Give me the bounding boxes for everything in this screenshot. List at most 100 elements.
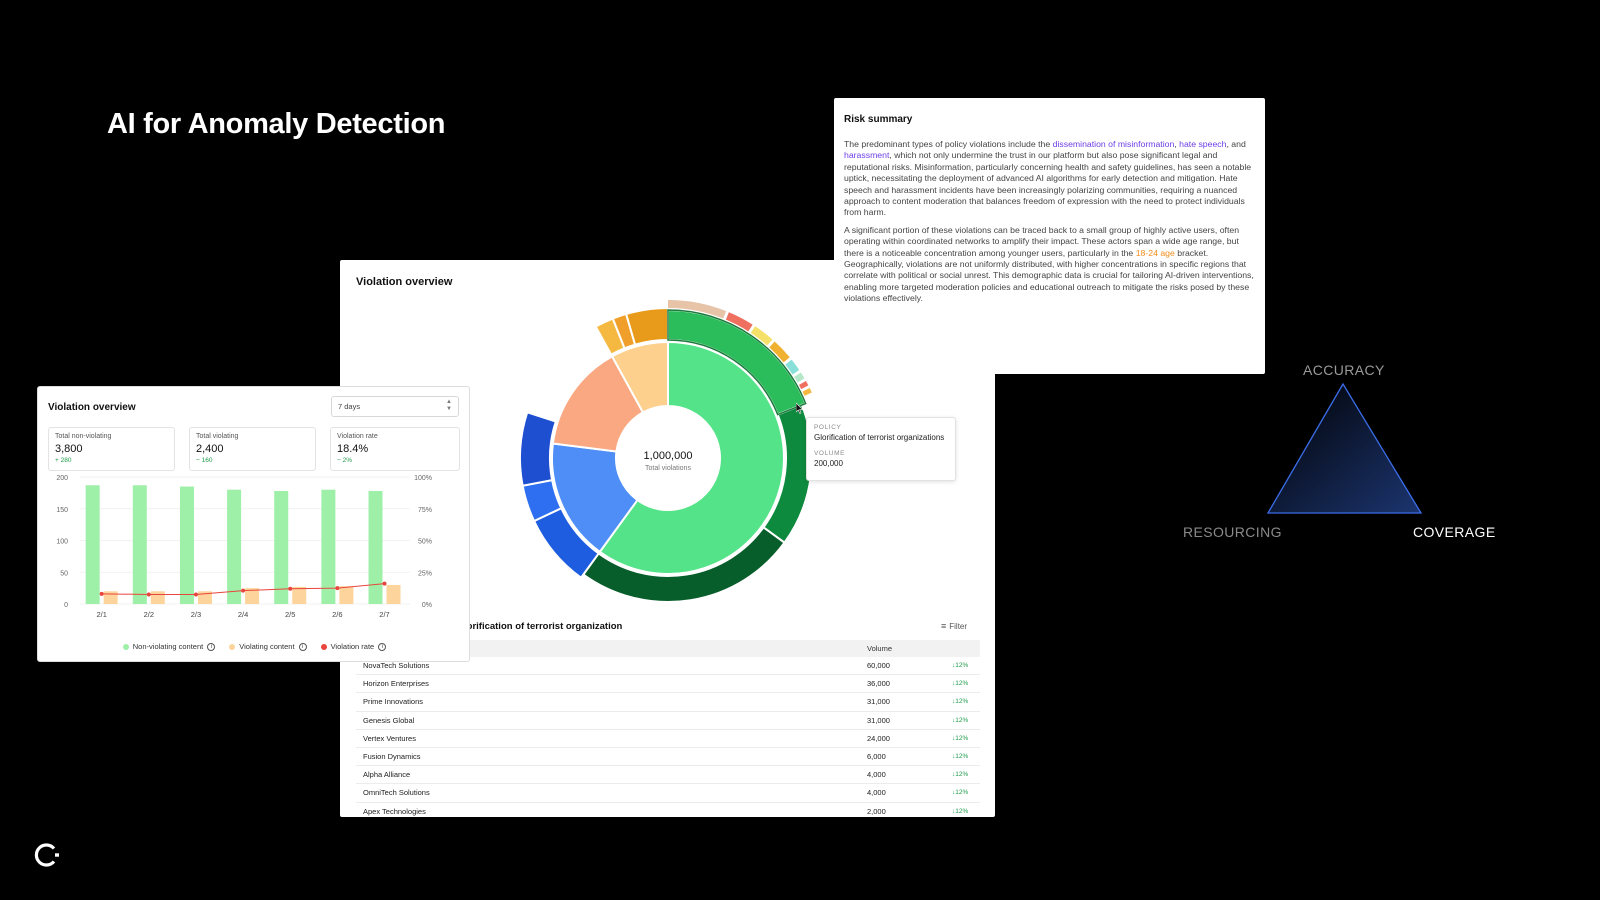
info-icon[interactable]: i: [298, 642, 307, 651]
violation-bar-chart: 0 0% 50 25% 100 50% 150 75% 200 100% 2/1 2/2 2/3 2/4 2…: [56, 475, 432, 619]
sunburst-chart[interactable]: 1,000,000 Total violations: [340, 260, 995, 620]
legend-label: Violating content: [239, 642, 295, 651]
x-tick-label: 2/1: [96, 610, 106, 619]
kpi-value: 2,400: [196, 443, 224, 455]
violating-bar: [150, 591, 165, 604]
org-change: ↓12%: [952, 807, 969, 815]
non-violating-bar: [274, 490, 289, 604]
rim-slice[interactable]: [750, 326, 773, 346]
org-name: NovaTech Solutions: [363, 661, 430, 671]
info-icon[interactable]: i: [378, 642, 387, 651]
rim-slice[interactable]: [725, 312, 753, 332]
y2-tick-label: 0%: [422, 602, 432, 609]
legend-dot: [229, 643, 236, 650]
inner-slice[interactable]: [610, 340, 669, 414]
info-icon[interactable]: i: [207, 642, 216, 651]
age-bracket-highlight[interactable]: 18-24 age: [1135, 247, 1175, 258]
harassment-link[interactable]: harassment: [844, 150, 890, 161]
rim-slice[interactable]: [668, 300, 727, 319]
x-tick-label: 2/4: [238, 610, 248, 619]
tooltip-volume-value: 200,000: [814, 459, 843, 468]
org-volume: 4,000: [867, 788, 886, 798]
y2-tick-label: 50%: [418, 539, 432, 546]
rim-slice[interactable]: [785, 359, 800, 375]
risk-paragraph-1: The predominant types of policy violatio…: [844, 139, 1255, 219]
org-name: Apex Technologies: [363, 806, 426, 816]
volume-header[interactable]: Volume: [867, 644, 893, 653]
x-tick-label: 2/3: [191, 610, 201, 619]
tooltip-policy-value: Glorification of terrorist organizations: [814, 433, 945, 442]
kpi-label: Total violating: [196, 433, 239, 440]
y2-tick-label: 100%: [414, 475, 432, 482]
legend-violating[interactable]: Violating content i: [229, 642, 307, 651]
violation-rate-point: [193, 592, 198, 597]
kpi-label: Total non-violating: [55, 433, 112, 440]
org-volume: 24,000: [867, 733, 890, 743]
hate-speech-link[interactable]: hate speech: [1179, 139, 1227, 149]
rim-slice[interactable]: [769, 341, 790, 363]
non-violating-bar: [321, 489, 336, 604]
slide-title: AI for Anomaly Detection: [107, 108, 446, 140]
org-volume: 6,000: [867, 752, 886, 762]
risk-summary-panel: Risk summary The predominant types of po…: [834, 98, 1265, 374]
legend-non-violating[interactable]: Non-violating content i: [122, 642, 216, 651]
table-title: lorification of terrorist organization: [464, 621, 623, 632]
chart-tooltip: POLICY Glorification of terrorist organi…: [806, 417, 956, 481]
org-name: OmniTech Solutions: [363, 788, 430, 798]
risk-summary-title: Risk summary: [844, 114, 913, 125]
org-volume: 31,000: [867, 715, 890, 725]
non-violating-bar: [85, 485, 100, 604]
violation-rate-point: [241, 588, 246, 593]
triangle-shape: [1266, 382, 1423, 514]
rim-slice[interactable]: [798, 381, 809, 390]
chevron-updown-icon: ▲ ▼: [446, 399, 452, 412]
y2-tick-label: 25%: [418, 570, 432, 577]
legend-violation-rate[interactable]: Violation rate i: [320, 642, 387, 651]
coverage-label: COVERAGE: [1413, 524, 1496, 540]
accuracy-label: ACCURACY: [1303, 362, 1385, 378]
y-tick-label: 0: [64, 602, 68, 609]
org-name: Alpha Alliance: [363, 770, 411, 780]
table-row[interactable]: NovaTech Solutions 60,000 ↓12%: [356, 657, 980, 676]
tooltip-volume-label: VOLUME: [814, 450, 846, 457]
misinformation-link[interactable]: dissemination of misinformation: [1052, 139, 1175, 149]
org-change: ↓12%: [952, 662, 969, 670]
violation-rate-point: [146, 592, 151, 597]
mouse-cursor-icon: [796, 403, 804, 414]
x-tick-label: 2/7: [379, 610, 389, 619]
filter-button[interactable]: ≡ Filter: [941, 621, 967, 631]
org-change: ↓12%: [952, 680, 969, 688]
risk-text: ,: [1174, 139, 1180, 149]
rim-slice[interactable]: [802, 388, 812, 396]
range-select[interactable]: 7 days ▲ ▼: [331, 396, 459, 417]
organizations-table: Volume NovaTech Solutions 60,000 ↓12% Horiz…: [356, 640, 980, 817]
rim-slice[interactable]: [794, 372, 805, 383]
table-row[interactable]: Genesis Global 31,000 ↓12%: [356, 712, 980, 730]
panel-title: Violation overview: [356, 276, 453, 288]
violation-rate-point: [382, 581, 387, 586]
table-row[interactable]: Vertex Ventures 24,000 ↓12%: [356, 730, 980, 748]
table-row[interactable]: Apex Technologies 2,000 ↓12%: [356, 803, 980, 818]
table-row[interactable]: Alpha Alliance 4,000 ↓12%: [356, 766, 980, 785]
risk-text: bracket. Geographically, violations are …: [844, 247, 1254, 304]
org-change: ↓12%: [952, 789, 969, 797]
non-violating-bar: [179, 486, 194, 604]
table-row[interactable]: Prime Innovations 31,000 ↓12%: [356, 693, 980, 712]
org-name: Fusion Dynamics: [363, 752, 421, 762]
y2-tick-label: 75%: [418, 507, 432, 514]
kpi-value: 18.4%: [337, 443, 369, 455]
kpi-total-violating: Total violating 2,400 − 160: [189, 427, 316, 471]
org-volume: 31,000: [867, 697, 890, 707]
legend-dot: [122, 643, 129, 650]
x-tick-label: 2/6: [332, 610, 342, 619]
inner-slice[interactable]: [598, 340, 785, 575]
kpi-total-non-violating: Total non-violating 3,800 + 280: [48, 427, 175, 471]
y-tick-label: 50: [60, 570, 68, 577]
legend-label: Non-violating content: [132, 642, 204, 651]
table-row[interactable]: OmniTech Solutions 4,000 ↓12%: [356, 784, 980, 803]
outer-slice[interactable]: [519, 411, 558, 487]
legend-dot: [320, 643, 327, 650]
table-row[interactable]: Horizon Enterprises 36,000 ↓12%: [356, 675, 980, 694]
table-row[interactable]: Fusion Dynamics 6,000 ↓12%: [356, 748, 980, 767]
y-tick-label: 200: [56, 475, 68, 482]
